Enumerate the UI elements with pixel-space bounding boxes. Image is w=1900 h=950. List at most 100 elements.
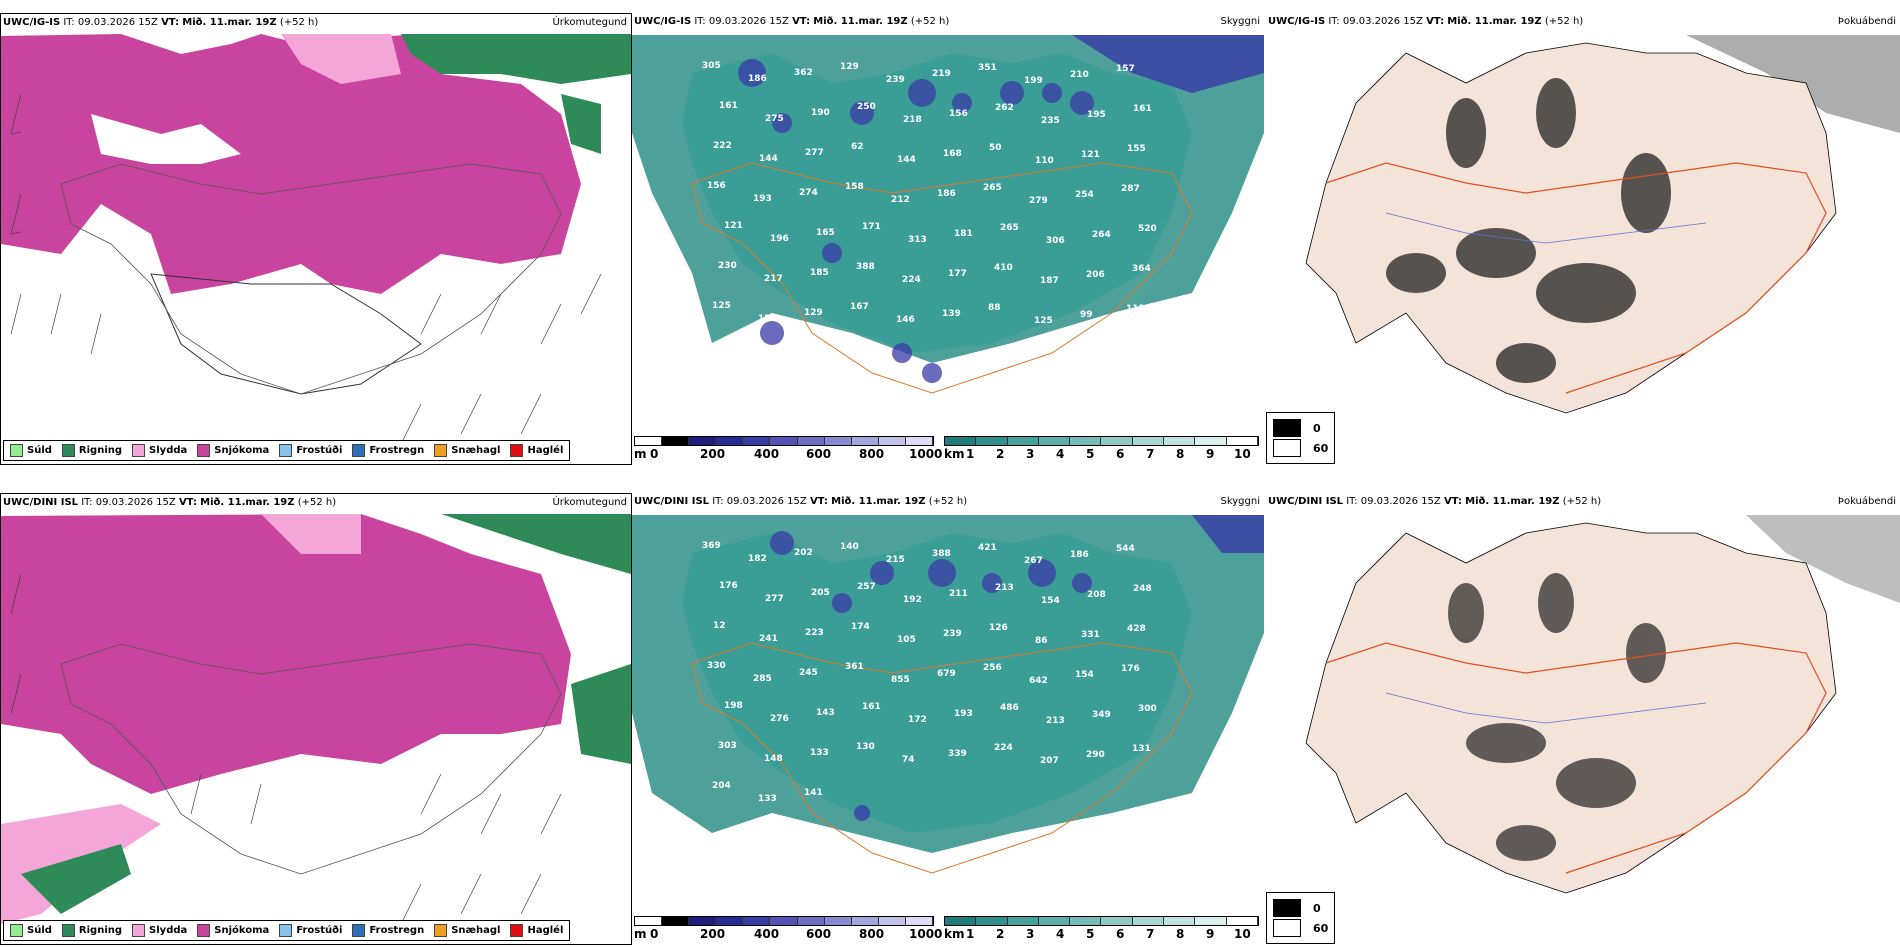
legend-swatch xyxy=(510,444,524,457)
sleet-area xyxy=(261,514,361,554)
cloud-base-label: 265 xyxy=(983,183,1002,193)
cloud-base-label: 520 xyxy=(1138,224,1157,234)
cloud-base-label: 331 xyxy=(1081,630,1100,640)
cloud-base-label: 330 xyxy=(707,661,726,671)
cloud-base-label: 267 xyxy=(1024,556,1043,566)
cloud-base-label: 62 xyxy=(851,142,864,152)
fog-legend-row2: 0 60 xyxy=(1266,892,1336,944)
colorbar-tick: 4 xyxy=(1056,447,1065,461)
cloud-base-label: 144 xyxy=(759,154,778,164)
cloud-base-label: 88 xyxy=(988,303,1001,313)
legend-swatch xyxy=(197,924,211,937)
colorbar-tick: 8 xyxy=(1176,447,1185,461)
colorbar-tick: 10 xyxy=(1234,927,1251,941)
colorbar-tick: 3 xyxy=(1026,927,1035,941)
colorbar-unit: km xyxy=(944,447,965,461)
cloud-base-label: 154 xyxy=(1075,670,1094,680)
cloud-base-label: 156 xyxy=(707,181,726,191)
cloud-base-label: 192 xyxy=(903,595,922,605)
cloud-base-label: 274 xyxy=(799,188,818,198)
cloud-base-label: 642 xyxy=(1029,676,1048,686)
legend-swatch xyxy=(132,444,146,457)
legend-item: Frostúði xyxy=(279,444,342,457)
cloud-base-label: 250 xyxy=(857,102,876,112)
cloud-base-label: 290 xyxy=(1086,750,1105,760)
cloud-base-label: 277 xyxy=(805,148,824,158)
colorbar-tick: 5 xyxy=(1086,927,1095,941)
wind-barbs xyxy=(10,93,602,445)
cloud-base-label: 199 xyxy=(1024,76,1043,86)
cloud-base-label: 186 xyxy=(1070,550,1089,560)
cloud-base-label: 364 xyxy=(1132,264,1151,274)
cloud-base-label: 388 xyxy=(932,549,951,559)
coastline xyxy=(60,163,562,395)
cloud-base-label: 313 xyxy=(908,235,927,245)
wind-barbs xyxy=(10,573,562,925)
cloud-base-label: 212 xyxy=(891,195,910,205)
cloud-base-labels: 305 186 362 129 239 219 351 199 210 157 161 275 190 2… xyxy=(702,61,1157,326)
cloud-colorbar: m 0 200 400 600 800 1000 xyxy=(634,436,942,461)
cloud-base-label: 125 xyxy=(1034,316,1053,326)
cloud-base-label: 181 xyxy=(954,229,973,239)
cloud-base-label: 176 xyxy=(719,581,738,591)
cloud-base-label: 74 xyxy=(902,755,915,765)
legend-swatch xyxy=(352,444,366,457)
cloud-base-label: 303 xyxy=(718,741,737,751)
cloud-base-label: 306 xyxy=(1046,236,1065,246)
panel-title: Þokuábendi xyxy=(1837,496,1896,507)
cloud-patches xyxy=(770,531,1092,821)
cloud-base-label: 130 xyxy=(856,742,875,752)
cloud-base-label: 256 xyxy=(983,663,1002,673)
cloud-base-label: 235 xyxy=(1041,116,1060,126)
colorbar-tick: 5 xyxy=(1086,447,1095,461)
cloud-base-label: 855 xyxy=(891,675,910,685)
cloud-base-label: 139 xyxy=(942,309,961,319)
colorbar-tick: 1 xyxy=(966,927,975,941)
cloud-base-label: 223 xyxy=(805,628,824,638)
cloud-base-label: 388 xyxy=(856,262,875,272)
cloud-base-label: 421 xyxy=(978,543,997,553)
colorbar-tick: 1 xyxy=(966,447,975,461)
cloud-base-label: 125 xyxy=(712,301,731,311)
cloud-base-label: 362 xyxy=(794,68,813,78)
colorbar-tick: 800 xyxy=(859,927,885,941)
cloud-base-label: 215 xyxy=(886,555,905,565)
legend-label: Frostúði xyxy=(296,445,343,456)
cloud-base-label: 300 xyxy=(1138,704,1157,714)
cloud-base-label: 245 xyxy=(799,668,818,678)
cloud-base-labels: 369 182 202 140 215 388 421 267 186 544 176 277 205 2… xyxy=(702,541,1157,804)
legend-swatch xyxy=(279,444,293,457)
cloud-base-label: 133 xyxy=(810,748,829,758)
panel-header: UWC/DINI ISL IT: 09.03.2026 15Z VT: Mið.… xyxy=(1268,496,1602,507)
colorbar-tick: 6 xyxy=(1116,447,1125,461)
legend-label: Frostregn xyxy=(369,445,425,456)
cloud-base-label: 410 xyxy=(994,263,1013,273)
cloud-base-label: 486 xyxy=(1000,703,1019,713)
cloud-base-label: 241 xyxy=(759,634,778,644)
cloud-base-label: 224 xyxy=(994,743,1013,753)
colorbar-tick: 3 xyxy=(1026,447,1035,461)
cloud-base-label: 156 xyxy=(949,109,968,119)
legend-item: Slydda xyxy=(132,444,187,457)
cloud-colorbar: m 0 200 400 600 800 1000 xyxy=(634,916,942,941)
fog-patches xyxy=(1448,573,1666,861)
cloud-base-label: 277 xyxy=(765,594,784,604)
cloud-base-label: 207 xyxy=(1040,756,1059,766)
rain-area-2 xyxy=(561,94,601,154)
panel-title: Úrkomutegund xyxy=(552,17,627,28)
cloud-base-label: 264 xyxy=(1092,230,1111,240)
colorbar-unit: m xyxy=(634,447,647,461)
cloud-low-ne xyxy=(1072,35,1264,93)
legend-item: Snjókoma xyxy=(197,444,269,457)
cloud-base-label: 176 xyxy=(1121,664,1140,674)
cloud-base-label: 210 xyxy=(1070,70,1089,80)
cloud-panel-row1: 305 186 362 129 239 219 351 199 210 157 161 275 190 2… xyxy=(632,13,1264,463)
panel-title: Þokuábendi xyxy=(1837,16,1896,27)
panel-header: UWC/DINI ISL IT: 09.03.2026 15Z VT: Mið.… xyxy=(634,496,968,507)
legend-swatch xyxy=(510,924,524,937)
legend-label: Rigning xyxy=(78,445,123,456)
colorbar-tick: 10 xyxy=(1234,447,1251,461)
cloud-base-label: 154 xyxy=(1041,596,1060,606)
rain-area xyxy=(401,34,631,84)
cloud-base-label: 213 xyxy=(1046,716,1065,726)
